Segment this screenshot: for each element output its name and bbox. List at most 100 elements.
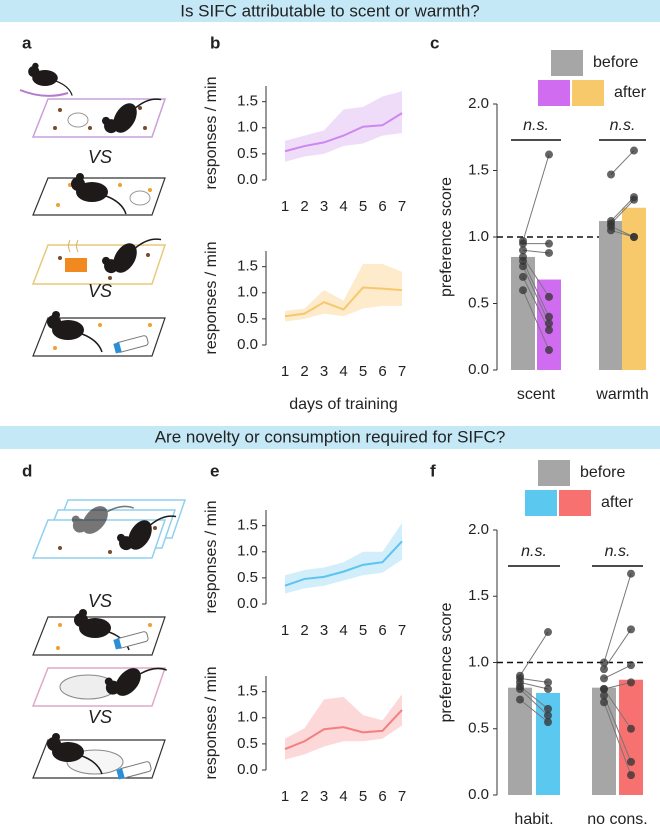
data-point	[544, 711, 552, 720]
y-tick-label: 1.0	[468, 228, 489, 245]
data-point	[516, 695, 524, 704]
data-point	[545, 248, 553, 257]
legend-swatch	[572, 80, 604, 106]
x-tick-label: 7	[398, 198, 406, 215]
x-tick-label: 3	[320, 622, 328, 639]
x-tick-label: 4	[339, 622, 347, 639]
data-point	[544, 718, 552, 727]
x-tick-label: 7	[398, 622, 406, 639]
data-point	[516, 685, 524, 693]
x-tick-label: 3	[320, 363, 328, 380]
vs-label: VS	[88, 147, 112, 167]
pair-line	[522, 276, 550, 331]
x-tick-label: habit.	[514, 811, 553, 828]
line	[284, 709, 403, 751]
y-tick-label: 1.0	[237, 709, 258, 726]
panel-label: a	[22, 33, 32, 52]
data-point	[545, 319, 553, 328]
x-tick-label: no cons.	[587, 811, 647, 828]
x-axis-label: days of training	[289, 396, 398, 413]
y-tick-label: 2.0	[468, 521, 489, 538]
data-point	[519, 262, 527, 271]
bar	[622, 207, 646, 370]
legend-label: after	[614, 84, 647, 101]
pair-line	[610, 196, 635, 222]
x-tick-label: 5	[359, 363, 367, 380]
panel-label: c	[430, 33, 439, 52]
pair-line	[519, 685, 549, 710]
confidence-band	[285, 91, 402, 162]
x-tick-label: 7	[398, 363, 406, 380]
y-axis-label: responses / min	[203, 501, 220, 614]
y-axis-label: responses / min	[203, 667, 220, 780]
data-point	[607, 226, 615, 235]
x-tick-label: 2	[300, 622, 308, 639]
legend-label: before	[580, 464, 625, 481]
data-point	[627, 771, 635, 780]
y-tick-label: 0.0	[237, 595, 258, 612]
pair-line	[610, 150, 635, 175]
x-tick-label: 5	[359, 788, 367, 805]
data-point	[627, 724, 635, 733]
data-point	[627, 569, 635, 578]
bar	[599, 221, 623, 370]
data-point	[545, 326, 553, 335]
x-tick-label: 5	[359, 198, 367, 215]
x-tick-label: 6	[378, 622, 386, 639]
x-tick-label: warmth	[595, 386, 648, 403]
banner-title: Is SIFC attributable to scent or warmth?	[180, 1, 480, 20]
x-tick-label: 4	[339, 363, 347, 380]
y-tick-label: 0.5	[468, 294, 489, 311]
pair-line	[519, 681, 549, 690]
x-tick-label: 5	[359, 622, 367, 639]
legend-swatch	[538, 460, 570, 486]
legend-label: before	[593, 54, 638, 71]
x-tick-label: 1	[281, 198, 289, 215]
panel-label: b	[210, 33, 220, 52]
y-tick-label: 1.0	[237, 543, 258, 560]
banner-title: Are novelty or consumption required for …	[155, 427, 506, 446]
legend-swatch	[551, 50, 583, 76]
banner-bg	[0, 0, 660, 22]
data-point	[519, 239, 527, 248]
legend-swatch	[559, 490, 591, 516]
panel-label: f	[430, 461, 436, 480]
data-point	[630, 233, 638, 241]
data-point	[545, 292, 553, 301]
vs-label: VS	[88, 707, 112, 727]
data-point	[627, 661, 635, 670]
y-tick-label: 0.0	[237, 336, 258, 353]
y-tick-label: 0.5	[237, 145, 258, 162]
significance-label: n.s.	[521, 543, 547, 560]
line	[284, 540, 403, 587]
pair-line	[603, 681, 632, 690]
bar	[508, 687, 532, 795]
y-tick-label: 0.0	[468, 361, 489, 378]
confidence-band	[285, 523, 402, 594]
x-tick-label: 2	[300, 363, 308, 380]
pair-line	[603, 688, 632, 730]
y-axis-label: preference score	[438, 177, 455, 297]
legend-swatch	[538, 80, 570, 106]
y-tick-label: 0.5	[468, 720, 489, 737]
pair-line	[603, 573, 632, 663]
pair-line	[610, 199, 635, 225]
x-tick-label: 3	[320, 788, 328, 805]
data-point	[607, 170, 615, 179]
vs-label: VS	[88, 281, 112, 301]
pair-line	[522, 154, 550, 242]
pair-line	[519, 699, 549, 723]
pair-line	[522, 260, 550, 318]
legend-swatch	[525, 490, 557, 516]
data-point	[545, 346, 553, 355]
data-point	[600, 658, 608, 667]
data-point	[600, 698, 608, 707]
data-point	[519, 272, 527, 281]
line	[284, 286, 403, 318]
panel-label: e	[210, 461, 219, 480]
x-tick-label: 4	[339, 788, 347, 805]
pair-line	[519, 688, 549, 716]
pair-line	[603, 664, 632, 679]
y-tick-label: 1.5	[237, 517, 258, 534]
pair-line	[522, 290, 550, 351]
